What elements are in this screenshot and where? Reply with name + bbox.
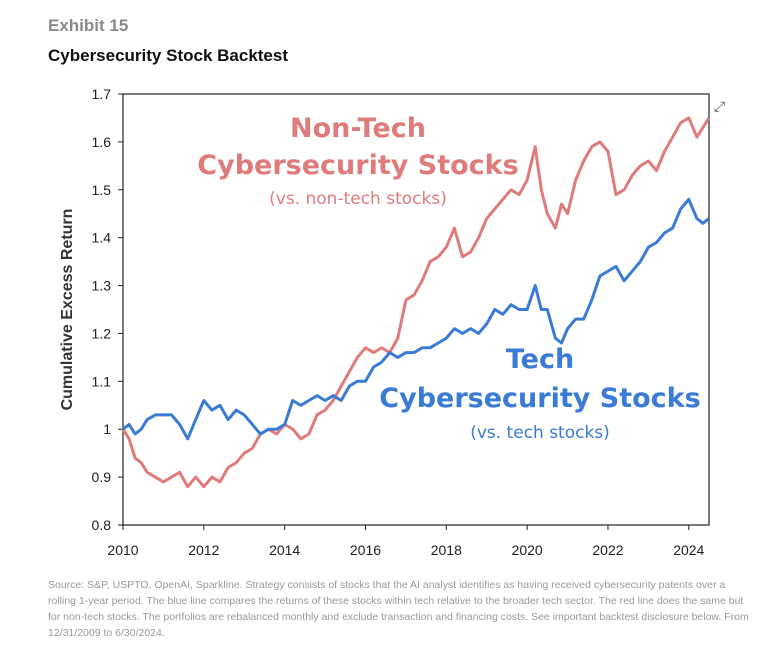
y-tick-label: 1.7 <box>92 86 112 102</box>
line-chart: 0.8 0.9 1 1.1 1.2 1.3 1.4 1.5 1.6 1.7 2010 2012 2014… <box>59 86 711 558</box>
x-tick-label: 2024 <box>673 542 704 558</box>
y-tick-label: 1.5 <box>92 182 112 198</box>
x-tick-label: 2012 <box>188 542 219 558</box>
plot-frame <box>122 93 710 526</box>
chart-title: Cybersecurity Stock Backtest <box>48 46 289 65</box>
series-line-tech <box>122 197 710 441</box>
tech-annotation-line1: Tech <box>506 344 574 375</box>
nontech-annotation-line1: Non-Tech <box>290 113 426 144</box>
x-tick-label: 2016 <box>350 542 381 558</box>
y-tick-label: 1.6 <box>92 134 112 150</box>
y-axis-label: Cumulative Excess Return <box>59 209 76 411</box>
annotation-layer: Non-Tech Cybersecurity Stocks (vs. non-t… <box>197 113 700 443</box>
x-tick-label: 2020 <box>512 542 543 558</box>
source-note: Source: S&P, USPTO, OpenAI, Sparkline. S… <box>48 579 749 639</box>
exhibit-label: Exhibit 15 <box>48 16 129 35</box>
y-tick-label: 1.1 <box>92 373 112 389</box>
x-tick-label: 2014 <box>269 542 300 558</box>
series-line-nontech <box>121 116 711 489</box>
nontech-annotation-line2: Cybersecurity Stocks <box>197 150 518 181</box>
y-tick-label: 1.4 <box>92 230 112 246</box>
x-tick-label: 2022 <box>592 542 623 558</box>
x-tick-label: 2010 <box>107 542 138 558</box>
axes-layer: 0.8 0.9 1 1.1 1.2 1.3 1.4 1.5 1.6 1.7 2010 2012 2014… <box>59 86 710 558</box>
expand-arrows-icon[interactable]: ⤢ <box>714 98 726 114</box>
tech-annotation-line2: Cybersecurity Stocks <box>379 383 700 414</box>
x-tick-label: 2018 <box>431 542 462 558</box>
tech-annotation-sub: (vs. tech stocks) <box>470 423 610 443</box>
y-tick-label: 1.3 <box>92 278 112 294</box>
y-tick-label: 1 <box>103 421 111 437</box>
nontech-annotation-sub: (vs. non-tech stocks) <box>269 189 447 209</box>
y-tick-label: 0.9 <box>92 469 112 485</box>
y-tick-label: 1.2 <box>92 325 112 341</box>
y-tick-label: 0.8 <box>92 517 112 533</box>
series-layer <box>121 116 711 489</box>
